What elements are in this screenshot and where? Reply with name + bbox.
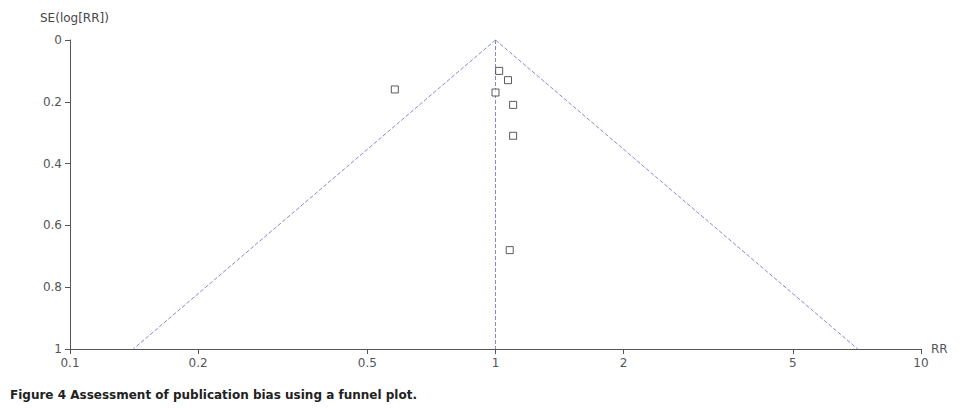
svg-text:0.4: 0.4 [43,157,62,171]
svg-text:0.5: 0.5 [358,356,377,370]
svg-text:2: 2 [620,356,628,370]
svg-text:0.2: 0.2 [43,95,62,109]
svg-text:SE(log[RR]): SE(log[RR]) [40,11,109,25]
svg-text:1: 1 [54,342,62,356]
svg-text:0.1: 0.1 [60,356,79,370]
svg-text:10: 10 [913,356,928,370]
svg-text:0.8: 0.8 [43,280,62,294]
svg-text:Figure 4 Assessment of publica: Figure 4 Assessment of publication bias … [10,388,417,402]
svg-text:0.2: 0.2 [189,356,208,370]
svg-text:RR: RR [931,342,948,356]
svg-text:0.6: 0.6 [43,218,62,232]
svg-text:1: 1 [492,356,500,370]
svg-text:5: 5 [789,356,797,370]
svg-text:0: 0 [54,33,62,47]
